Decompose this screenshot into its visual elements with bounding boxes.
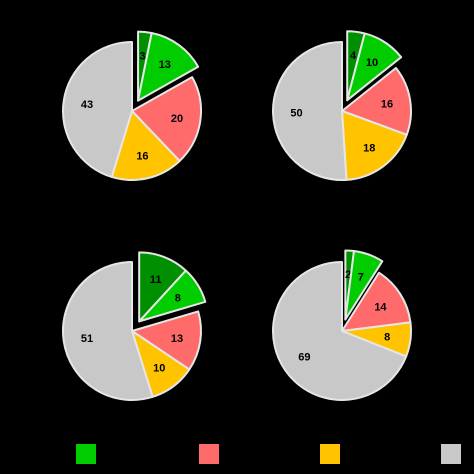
- pie-4-label-4: 8: [384, 332, 390, 344]
- pie-2-label-1: 4: [350, 50, 357, 62]
- pie-1-slice-3: [131, 76, 202, 162]
- legend-swatch-gray: [441, 444, 461, 464]
- pie-1-slice-5: [62, 41, 133, 178]
- legend-swatch-yellow: [320, 444, 340, 464]
- pie-4-label-1: 2: [345, 269, 351, 281]
- pie-chart-2: 4 10 16 18 50: [272, 30, 412, 181]
- pie-2-slice-3: [341, 66, 412, 136]
- pie-3-label-5: 51: [81, 333, 93, 345]
- pie-1-label-4: 16: [136, 150, 148, 162]
- pie-2-label-3: 16: [381, 99, 393, 111]
- pie-chart-1: 3 13 20 16 43: [62, 30, 202, 181]
- pie-1-slice-2: [137, 31, 200, 102]
- pie-4-label-3: 14: [374, 302, 387, 314]
- pie-1-slice-4: [110, 110, 181, 181]
- pie-3-label-3: 13: [171, 333, 183, 345]
- pie-2-label-4: 18: [363, 142, 375, 154]
- legend-swatch-green: [76, 444, 96, 464]
- pie-1-label-3: 20: [171, 113, 183, 125]
- pie-1-label-5: 43: [81, 99, 93, 111]
- pie-4-slice-2: [344, 250, 384, 321]
- pie-2-label-2: 10: [366, 57, 378, 69]
- pie-1-label-1: 3: [140, 50, 146, 62]
- pie-3-slice-5: [62, 261, 154, 401]
- pie-chart-3: 11 8 13 10 51: [62, 251, 207, 401]
- pie-3-slice-2: [138, 269, 207, 323]
- pie-4-slice-5: [272, 261, 408, 401]
- pie-2-slice-4: [341, 110, 408, 181]
- pie-3-label-1: 11: [150, 274, 162, 286]
- pie-chart-4: 2 7 14 8 69: [272, 249, 412, 401]
- pie-2-slice-5: [272, 41, 348, 181]
- legend-swatch-red: [199, 444, 219, 464]
- pie-1-label-2: 13: [159, 59, 171, 71]
- pie-4-label-2: 7: [358, 272, 364, 284]
- pie-3-slice-3: [131, 310, 202, 371]
- pie-2-slice-2: [346, 32, 403, 102]
- pie-4-label-5: 69: [298, 352, 310, 364]
- pie-4-slice-3: [341, 271, 412, 332]
- pie-3-label-4: 10: [153, 362, 165, 374]
- pie-3-label-2: 8: [175, 292, 181, 304]
- pie-2-label-5: 50: [290, 107, 302, 119]
